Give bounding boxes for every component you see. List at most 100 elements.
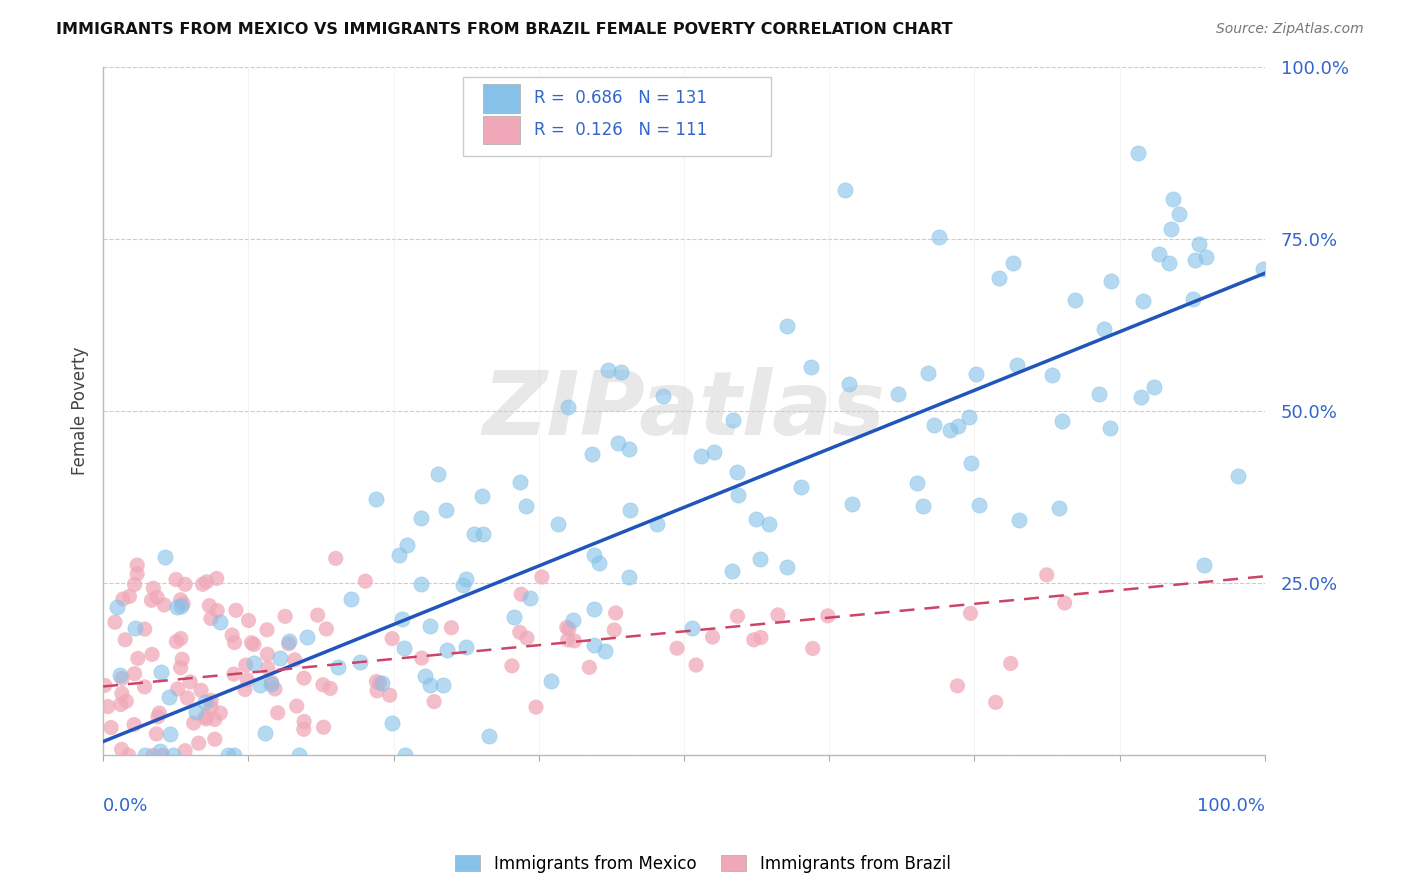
Point: [432, 678, 454, 692]
Point: [510, 587, 533, 601]
Point: [562, 613, 585, 627]
Point: [583, 639, 606, 653]
Point: [1000, 657, 1022, 671]
Text: R =  0.126   N = 111: R = 0.126 N = 111: [534, 121, 707, 139]
Point: [423, 695, 446, 709]
Point: [617, 570, 640, 584]
Point: [208, 615, 231, 629]
Text: ZIPatlas: ZIPatlas: [482, 368, 886, 455]
Point: [184, 705, 207, 719]
Point: [194, 710, 217, 724]
Point: [134, 680, 156, 694]
Text: 100.0%: 100.0%: [1197, 797, 1265, 814]
Point: [260, 675, 283, 690]
Point: [111, 686, 134, 700]
Point: [1143, 379, 1166, 393]
Point: [146, 709, 169, 723]
Point: [264, 681, 287, 696]
Point: [471, 526, 494, 541]
Point: [253, 725, 276, 739]
Point: [558, 622, 581, 636]
Point: [115, 694, 138, 708]
Point: [114, 632, 136, 647]
Point: [1052, 414, 1074, 428]
Point: [1251, 262, 1274, 277]
Point: [419, 678, 441, 692]
Point: [166, 599, 188, 614]
Point: [645, 517, 668, 532]
Point: [501, 658, 523, 673]
Text: Source: ZipAtlas.com: Source: ZipAtlas.com: [1216, 22, 1364, 37]
Point: [111, 672, 134, 686]
Point: [315, 622, 337, 636]
Point: [967, 498, 990, 512]
Point: [142, 748, 165, 763]
Point: [297, 630, 319, 644]
Point: [766, 607, 789, 622]
Point: [530, 570, 553, 584]
Point: [605, 606, 627, 620]
Point: [1005, 358, 1028, 372]
Point: [607, 436, 630, 450]
Point: [409, 577, 432, 591]
Y-axis label: Female Poverty: Female Poverty: [72, 347, 89, 475]
Point: [1160, 222, 1182, 236]
Point: [146, 590, 169, 604]
Point: [758, 516, 780, 531]
Point: [238, 614, 260, 628]
Point: [111, 592, 134, 607]
Point: [127, 558, 149, 572]
Text: 0.0%: 0.0%: [103, 797, 149, 814]
Point: [127, 566, 149, 581]
Point: [292, 723, 315, 737]
Point: [557, 400, 579, 414]
Point: [413, 668, 436, 682]
Point: [183, 716, 205, 731]
Point: [817, 608, 839, 623]
Point: [381, 632, 404, 646]
Point: [749, 552, 772, 566]
Point: [1040, 368, 1063, 383]
Point: [727, 609, 749, 624]
Point: [381, 716, 404, 731]
Point: [205, 571, 228, 585]
Point: [278, 633, 301, 648]
Point: [1188, 237, 1211, 252]
Point: [396, 538, 419, 552]
Point: [157, 690, 180, 705]
Point: [354, 574, 377, 589]
Point: [257, 661, 280, 675]
Point: [170, 632, 193, 646]
Point: [148, 706, 170, 720]
Point: [288, 748, 311, 763]
Point: [204, 713, 226, 727]
Point: [1002, 256, 1025, 270]
Point: [292, 671, 315, 685]
Point: [409, 511, 432, 525]
Point: [547, 517, 569, 532]
Point: [108, 667, 131, 681]
Point: [165, 634, 187, 648]
Point: [581, 447, 603, 461]
Point: [1092, 321, 1115, 335]
Point: [928, 230, 950, 244]
Point: [240, 636, 263, 650]
Point: [174, 744, 197, 758]
Point: [217, 748, 239, 763]
Point: [685, 658, 707, 673]
Point: [463, 526, 485, 541]
Point: [222, 748, 245, 763]
Point: [582, 549, 605, 563]
Point: [776, 318, 799, 333]
Point: [603, 623, 626, 637]
Point: [222, 667, 245, 681]
Point: [162, 748, 184, 763]
Point: [236, 673, 259, 687]
Point: [721, 413, 744, 427]
Point: [284, 653, 307, 667]
Point: [1053, 596, 1076, 610]
Point: [142, 581, 165, 595]
Point: [419, 618, 441, 632]
Point: [776, 560, 799, 574]
Point: [471, 489, 494, 503]
